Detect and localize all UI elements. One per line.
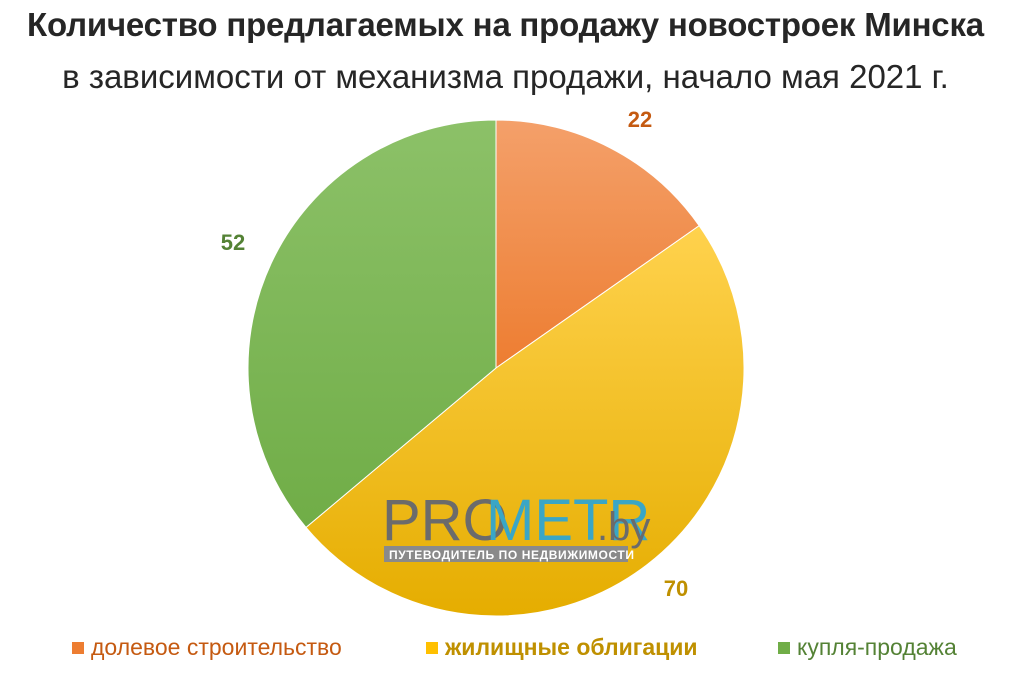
chart-subtitle: в зависимости от механизма продажи, нача…	[62, 58, 949, 95]
watermark-logo: PRO METR .by ПУТЕВОДИТЕЛЬ ПО НЕДВИЖИМОСТ…	[382, 488, 650, 562]
data-label-kuplya: 52	[221, 230, 245, 255]
legend: долевое строительство жилищные облигации…	[0, 634, 1011, 668]
legend-swatch-obligatsii	[426, 641, 438, 654]
watermark-tagline-bar	[384, 546, 628, 562]
legend-item-obligatsii: жилищные облигации	[426, 634, 698, 661]
watermark-by: .by	[597, 505, 650, 549]
pie-slice-dolevoe	[495, 119, 700, 369]
legend-label-dolevoe: долевое строительство	[91, 634, 342, 660]
watermark-pro: PRO	[382, 488, 508, 553]
legend-swatch-dolevoe	[72, 641, 84, 654]
chart-title: Количество предлагаемых на продажу новос…	[27, 6, 984, 43]
pie-slice-obligatsii	[305, 225, 745, 617]
data-label-dolevoe: 22	[628, 107, 652, 132]
legend-label-kuplya: купля-продажа	[797, 634, 957, 660]
legend-swatch-kuplya	[778, 641, 790, 654]
pie-slice-kuplya	[247, 119, 497, 529]
legend-item-dolevoe: долевое строительство	[72, 634, 342, 661]
watermark-metr: METR	[486, 488, 650, 553]
legend-label-obligatsii: жилищные облигации	[445, 634, 698, 660]
watermark-tagline: ПУТЕВОДИТЕЛЬ ПО НЕДВИЖИМОСТИ	[389, 548, 635, 562]
legend-item-kuplya: купля-продажа	[778, 634, 957, 661]
data-label-obligatsii: 70	[664, 576, 688, 601]
